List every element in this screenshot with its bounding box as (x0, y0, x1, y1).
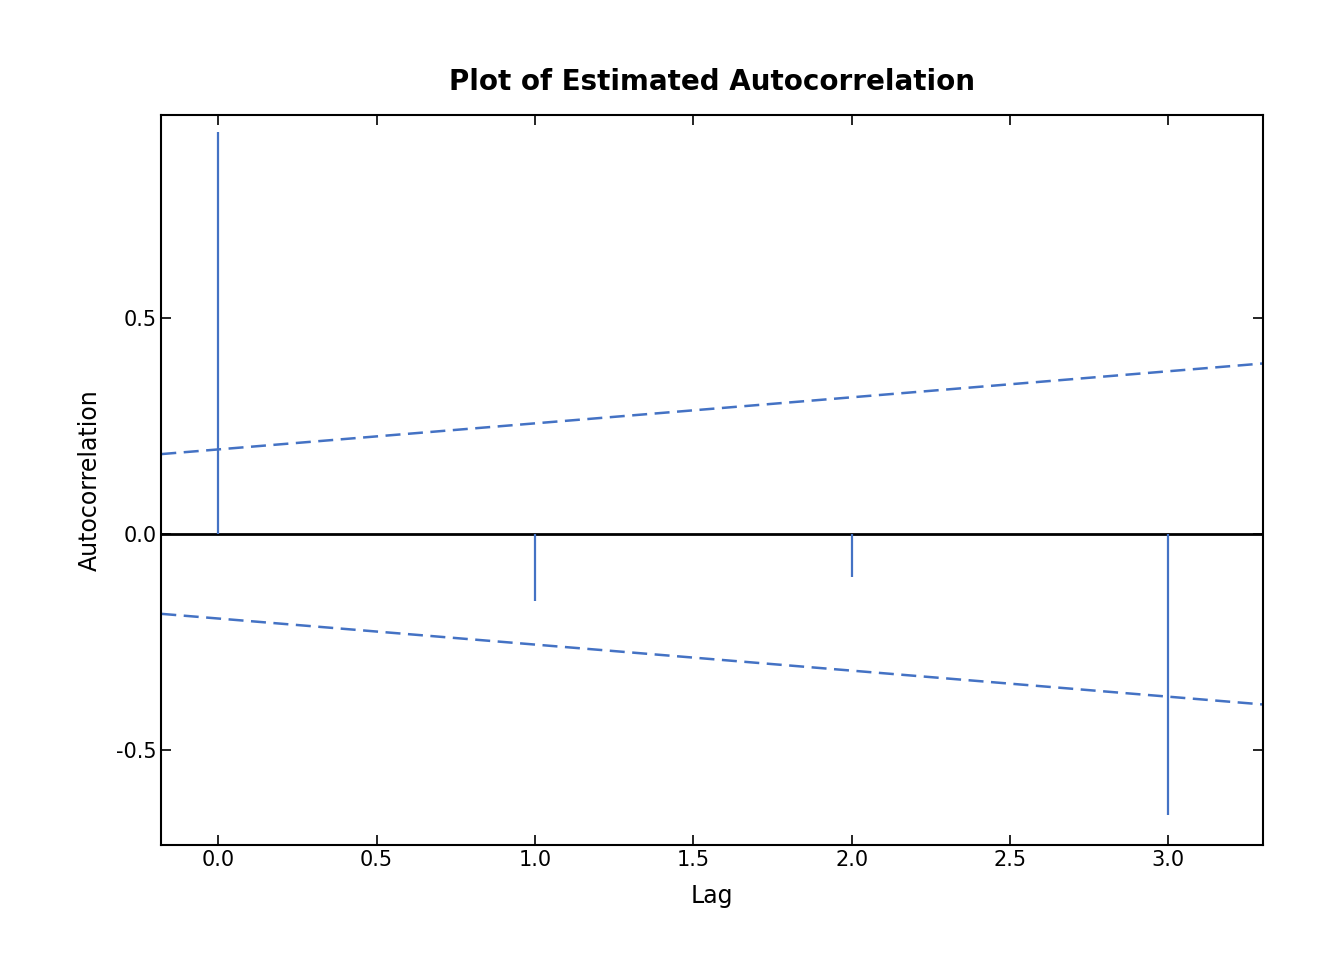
Y-axis label: Autocorrelation: Autocorrelation (78, 389, 102, 571)
Title: Plot of Estimated Autocorrelation: Plot of Estimated Autocorrelation (449, 68, 976, 96)
X-axis label: Lag: Lag (691, 883, 734, 907)
